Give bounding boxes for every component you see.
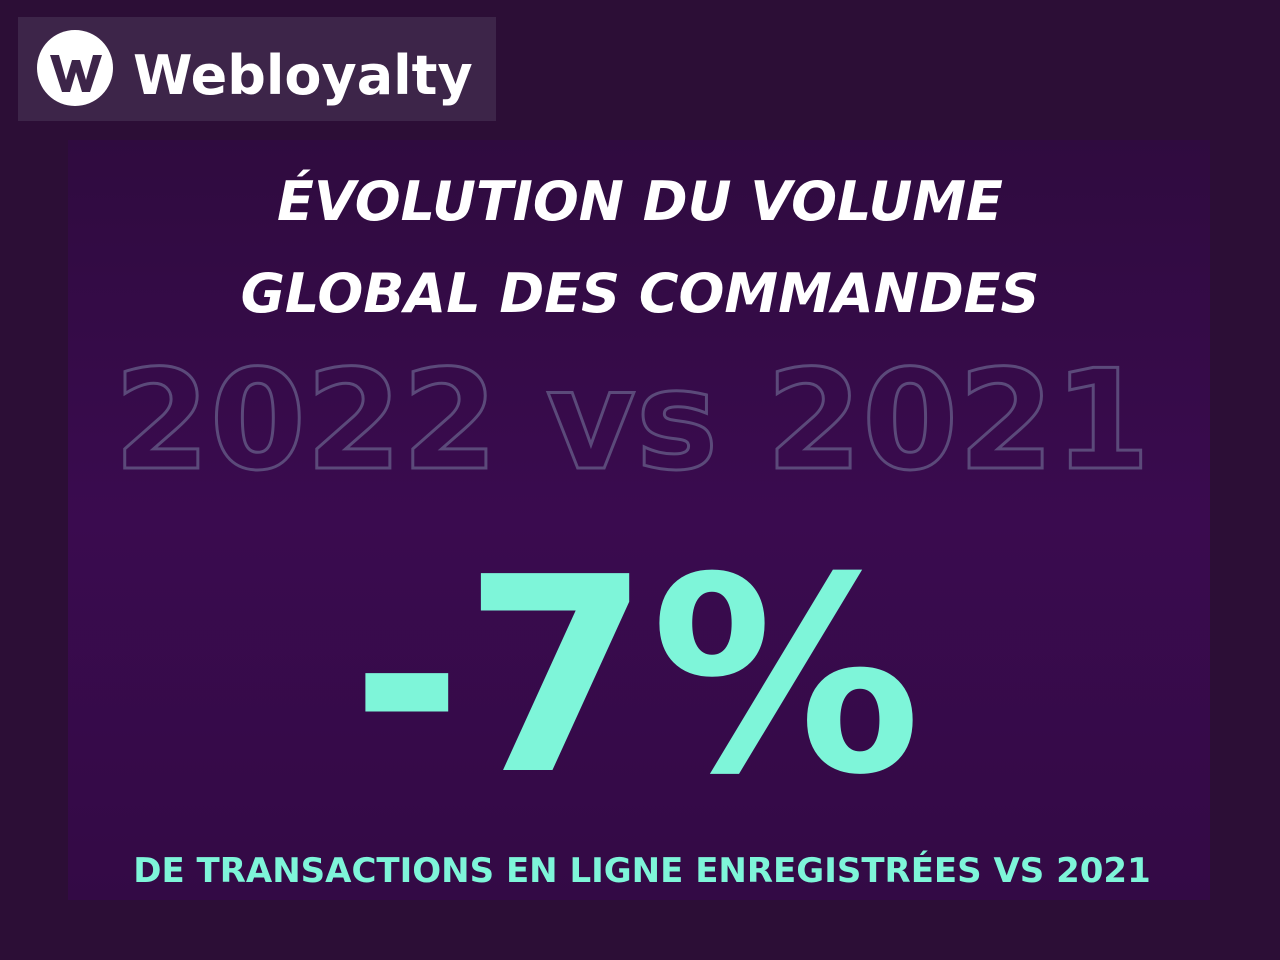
title-line: GLOBAL DES COMMANDES bbox=[241, 262, 1040, 325]
comparison: 2022 vs 2021 bbox=[114, 340, 1150, 501]
panel bbox=[68, 140, 1210, 900]
logo-w bbox=[50, 55, 102, 92]
caption: DE TRANSACTIONS EN LIGNE ENREGISTRÉES VS… bbox=[133, 850, 1151, 891]
title-line: ÉVOLUTION DU VOLUME bbox=[277, 170, 1003, 233]
logo-text: Webloyalty bbox=[133, 44, 473, 107]
logo: Webloyalty bbox=[18, 17, 496, 121]
highlight-figure: -7% bbox=[351, 519, 921, 834]
